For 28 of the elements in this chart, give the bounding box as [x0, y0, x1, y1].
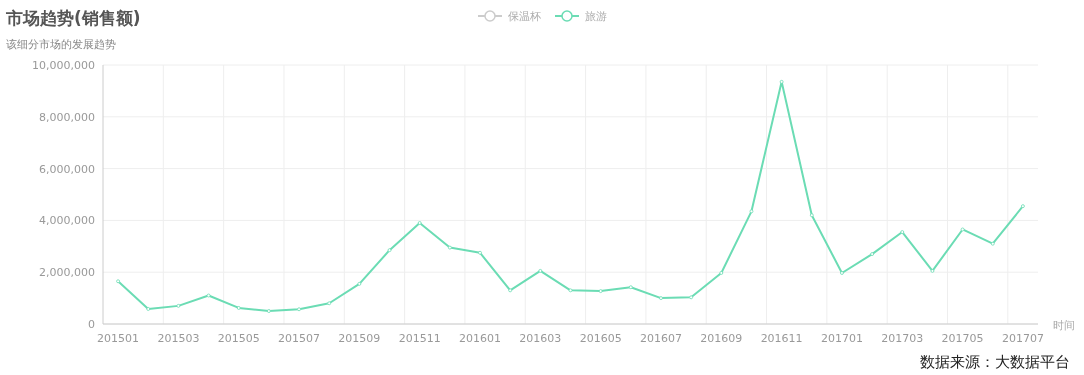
x-tick-label: 201511	[398, 332, 441, 345]
x-tick-label: 201503	[157, 332, 200, 345]
y-tick-label: 4,000,000	[39, 214, 95, 228]
chart-title: 市场趋势(销售额)	[5, 8, 141, 28]
x-tick-label: 201707	[1001, 332, 1044, 345]
x-tick-label: 201601	[459, 332, 502, 345]
y-tick-label: 8,000,000	[39, 110, 95, 124]
x-tick-label: 201509	[338, 332, 381, 345]
x-tick-label: 201507	[278, 332, 321, 345]
legend-label: 旅游	[585, 10, 607, 23]
x-tick-label: 201701	[820, 332, 863, 345]
chart-subtitle: 该细分市场的发展趋势	[6, 38, 116, 51]
y-tick-label: 0	[88, 318, 95, 331]
x-tick-label: 201703	[881, 332, 924, 345]
y-tick-label: 2,000,000	[39, 266, 95, 280]
y-tick-label: 6,000,000	[39, 162, 95, 176]
x-tick-label: 201501	[97, 332, 140, 345]
x-tick-label: 201603	[519, 332, 562, 345]
y-tick-label: 10,000,000	[32, 59, 95, 72]
source-note: 数据来源：大数据平台	[920, 353, 1070, 371]
x-tick-label: 201611	[760, 332, 803, 345]
x-axis-title: 时间	[1053, 319, 1075, 332]
x-tick-label: 201705	[941, 332, 984, 345]
x-tick-label: 201607	[639, 332, 682, 345]
x-tick-label: 201609	[700, 332, 743, 345]
x-tick-label: 201505	[217, 332, 260, 345]
x-tick-label: 201605	[579, 332, 622, 345]
legend-label: 保温杯	[508, 10, 541, 23]
